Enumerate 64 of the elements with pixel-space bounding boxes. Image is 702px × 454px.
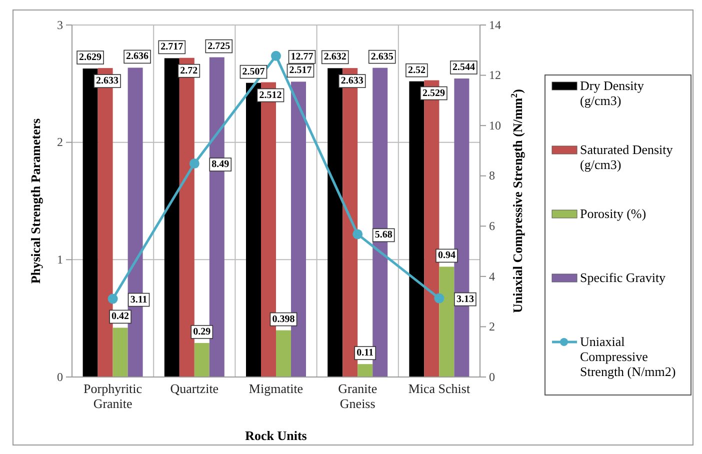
legend-label: Dry Density (g/cm3) (580, 78, 644, 108)
data-label: 5.68 (374, 230, 392, 241)
y-axis-title: Physical Strength Parameters (28, 118, 43, 284)
point (434, 293, 444, 304)
y2-tick-label: 4 (489, 269, 495, 284)
point (189, 158, 200, 169)
data-label: 2.632 (324, 52, 346, 63)
data-label: 8.49 (212, 159, 230, 170)
data-label: 2.636 (126, 51, 149, 62)
bar (112, 328, 128, 377)
data-label: 2.72 (180, 65, 198, 76)
x-tick-label: Granite Gneiss (338, 381, 378, 411)
data-label: 3.13 (456, 294, 474, 305)
data-label: 2.507 (242, 66, 265, 78)
x-tick-label: Migmatite (248, 381, 304, 396)
data-label: 2.544 (452, 62, 475, 74)
y-tick-label: 0 (57, 370, 63, 384)
data-label: 2.629 (79, 52, 102, 64)
data-label: 3.11 (130, 294, 148, 306)
y2-tick-label: 8 (489, 168, 495, 183)
y2-tick-label: 14 (489, 18, 501, 32)
data-label: 12.77 (290, 51, 314, 62)
bar (276, 330, 291, 377)
point (352, 229, 363, 240)
legend-label: Uniaxial Compressive Strength (N/mm2) (580, 334, 676, 379)
data-label: 2.529 (422, 88, 445, 99)
x-tick-label: Quartzite (170, 381, 219, 396)
data-label: 2.717 (160, 42, 184, 53)
point (108, 294, 118, 304)
legend-label: Saturated Density (g/cm3) (580, 142, 674, 172)
bar (328, 68, 343, 377)
data-label: 2.52 (408, 64, 426, 76)
data-label: 2.635 (370, 51, 394, 62)
legend-label: Porosity (%) (580, 206, 646, 221)
y2-tick-label: 2 (489, 320, 495, 334)
data-label: 2.517 (289, 65, 312, 76)
data-label: 2.633 (96, 76, 119, 87)
bar (358, 364, 373, 377)
data-label: 0.398 (272, 314, 295, 325)
y-tick-label: 1 (57, 252, 63, 267)
y2-tick-label: 10 (489, 118, 501, 132)
bar (82, 68, 98, 377)
data-label: 0.29 (193, 326, 211, 338)
data-label: 2.725 (208, 40, 230, 52)
y2-tick-label: 0 (489, 370, 495, 384)
x-tick-label: Mica Schist (408, 381, 470, 396)
data-label: 0.94 (438, 250, 456, 262)
y-tick-label: 3 (57, 18, 63, 32)
data-label: 2.512 (259, 90, 282, 101)
y-tick-label: 2 (57, 135, 63, 150)
x-tick-label: Porphyritic Granite (84, 381, 142, 411)
data-label: 0.42 (112, 311, 130, 322)
data-label: 2.633 (340, 76, 364, 87)
y2-tick-label: 6 (489, 218, 495, 233)
bar (194, 342, 210, 377)
legend-label: Specific Gravity (580, 270, 666, 285)
y2-tick-label: 12 (489, 68, 501, 82)
point (271, 50, 281, 61)
bar (246, 82, 261, 377)
bar (439, 266, 454, 377)
bar (164, 58, 180, 377)
bar (409, 81, 424, 377)
data-label: 0.11 (356, 348, 374, 359)
x-axis-title: Rock Units (245, 428, 307, 443)
